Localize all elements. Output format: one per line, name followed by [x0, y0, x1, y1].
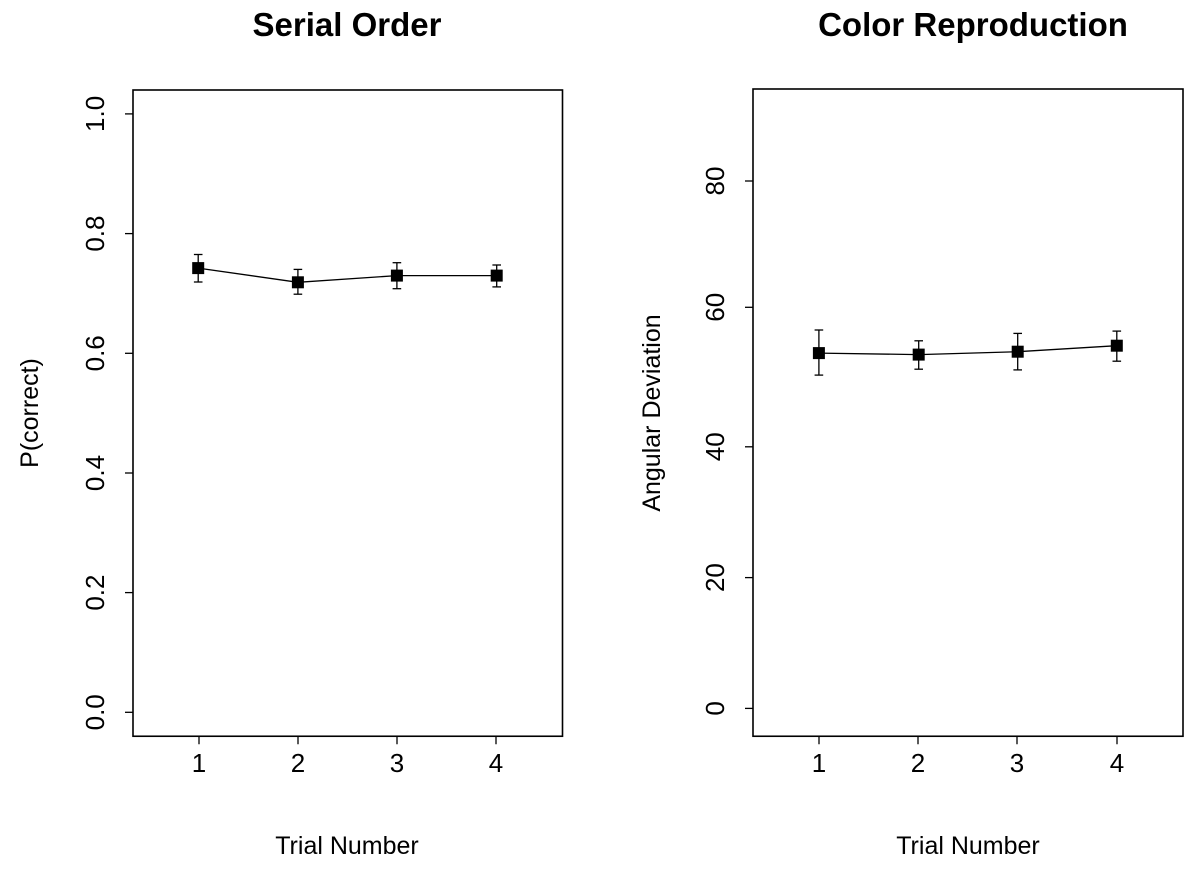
svg-text:0.4: 0.4 — [80, 455, 110, 491]
svg-text:2: 2 — [291, 748, 305, 778]
svg-text:Serial Order: Serial Order — [253, 6, 442, 43]
svg-text:60: 60 — [700, 293, 730, 322]
svg-text:3: 3 — [1010, 748, 1024, 778]
svg-text:Color Reproduction: Color Reproduction — [818, 6, 1128, 43]
svg-text:1.0: 1.0 — [80, 96, 110, 132]
svg-text:1: 1 — [192, 748, 206, 778]
svg-text:0.8: 0.8 — [80, 216, 110, 252]
svg-text:2: 2 — [911, 748, 925, 778]
svg-text:20: 20 — [700, 563, 730, 592]
svg-text:1: 1 — [812, 748, 826, 778]
svg-text:0.2: 0.2 — [80, 575, 110, 611]
svg-text:P(correct): P(correct) — [16, 358, 44, 468]
svg-text:3: 3 — [390, 748, 404, 778]
svg-text:0: 0 — [700, 701, 730, 715]
svg-text:4: 4 — [1110, 748, 1124, 778]
svg-text:0.0: 0.0 — [80, 694, 110, 730]
svg-text:80: 80 — [700, 167, 730, 196]
svg-text:40: 40 — [700, 432, 730, 461]
svg-text:Trial Number: Trial Number — [275, 832, 419, 860]
svg-text:4: 4 — [489, 748, 503, 778]
svg-text:Angular Deviation: Angular Deviation — [638, 314, 666, 511]
svg-text:0.6: 0.6 — [80, 335, 110, 371]
svg-text:Trial Number: Trial Number — [896, 832, 1040, 860]
